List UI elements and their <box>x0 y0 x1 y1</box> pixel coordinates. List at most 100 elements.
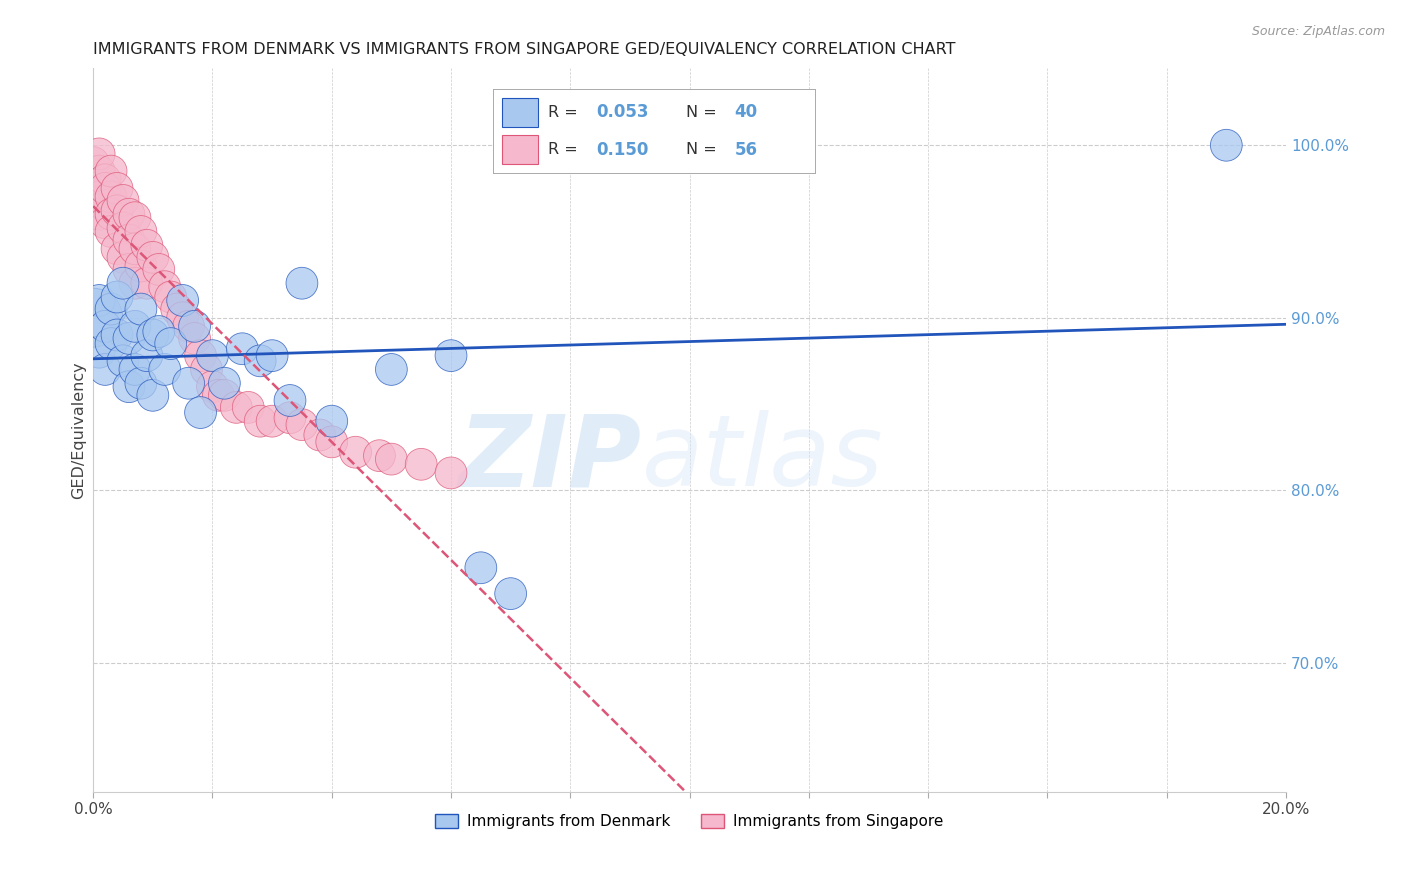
Point <box>142 251 165 265</box>
Point <box>231 342 253 356</box>
Point <box>308 428 330 442</box>
Point <box>201 380 224 394</box>
Point <box>214 388 236 402</box>
Point <box>148 262 170 277</box>
Text: atlas: atlas <box>643 410 883 508</box>
Point <box>89 190 111 204</box>
Point <box>249 414 271 428</box>
Text: Source: ZipAtlas.com: Source: ZipAtlas.com <box>1251 25 1385 38</box>
Point <box>142 388 165 402</box>
Point <box>100 302 122 317</box>
Point <box>249 354 271 368</box>
Point <box>105 328 128 343</box>
Point <box>183 331 205 345</box>
Point <box>195 362 218 376</box>
Point <box>380 452 402 467</box>
Point <box>368 449 391 463</box>
Point <box>177 376 200 391</box>
Point <box>89 147 111 161</box>
Point <box>129 259 152 273</box>
Point <box>499 587 522 601</box>
Point <box>278 393 301 408</box>
Point <box>470 561 492 575</box>
Point <box>159 336 181 351</box>
Point <box>105 181 128 195</box>
Point <box>94 173 117 187</box>
Point <box>105 203 128 218</box>
Point <box>100 207 122 221</box>
Point <box>118 262 141 277</box>
Point <box>440 349 463 363</box>
Point <box>100 190 122 204</box>
Point <box>153 362 176 376</box>
Point <box>89 207 111 221</box>
Point <box>440 466 463 480</box>
Point <box>183 319 205 334</box>
Point <box>124 319 146 334</box>
Text: ZIP: ZIP <box>458 410 643 508</box>
Point <box>118 207 141 221</box>
Point <box>111 277 134 291</box>
Point <box>190 406 212 420</box>
Point <box>148 325 170 339</box>
Point <box>82 155 104 169</box>
Point <box>105 290 128 304</box>
Point <box>238 401 260 415</box>
Point <box>129 376 152 391</box>
Text: IMMIGRANTS FROM DENMARK VS IMMIGRANTS FROM SINGAPORE GED/EQUIVALENCY CORRELATION: IMMIGRANTS FROM DENMARK VS IMMIGRANTS FR… <box>93 42 956 57</box>
Point <box>124 277 146 291</box>
Point <box>262 349 284 363</box>
Point <box>100 164 122 178</box>
Point <box>201 349 224 363</box>
Point <box>111 194 134 208</box>
Point <box>118 233 141 247</box>
Point <box>111 251 134 265</box>
Point <box>89 164 111 178</box>
Point <box>124 242 146 256</box>
Point <box>94 319 117 334</box>
Point <box>111 354 134 368</box>
Point <box>177 319 200 334</box>
Point <box>214 376 236 391</box>
Point <box>1215 138 1237 153</box>
Point <box>82 181 104 195</box>
Point <box>94 216 117 230</box>
Point <box>321 414 343 428</box>
Point <box>135 349 157 363</box>
Point <box>291 277 314 291</box>
Point <box>380 362 402 376</box>
Point <box>207 388 229 402</box>
Point <box>153 279 176 293</box>
Point <box>344 445 367 459</box>
Point <box>105 242 128 256</box>
Point <box>142 328 165 343</box>
Y-axis label: GED/Equivalency: GED/Equivalency <box>72 361 86 499</box>
Point <box>129 225 152 239</box>
Point <box>172 310 194 325</box>
Point <box>94 362 117 376</box>
Point <box>94 199 117 213</box>
Point <box>89 293 111 308</box>
Point <box>129 302 152 317</box>
Point <box>172 293 194 308</box>
Point <box>135 238 157 252</box>
Point <box>159 290 181 304</box>
Point <box>124 211 146 225</box>
Point <box>111 221 134 235</box>
Point <box>321 434 343 449</box>
Point <box>100 336 122 351</box>
Point <box>82 310 104 325</box>
Point <box>262 414 284 428</box>
Point <box>225 401 247 415</box>
Point <box>166 302 188 317</box>
Point <box>89 345 111 359</box>
Point <box>411 458 433 472</box>
Point <box>94 181 117 195</box>
Point <box>190 349 212 363</box>
Point <box>118 331 141 345</box>
Legend: Immigrants from Denmark, Immigrants from Singapore: Immigrants from Denmark, Immigrants from… <box>429 808 950 835</box>
Point <box>118 380 141 394</box>
Point <box>291 417 314 432</box>
Point <box>278 410 301 425</box>
Point <box>124 362 146 376</box>
